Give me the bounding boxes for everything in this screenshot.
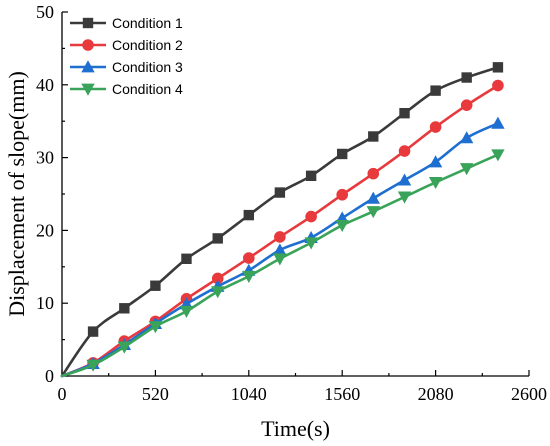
legend-item-4: Condition 4 xyxy=(70,81,183,97)
series-2 xyxy=(60,79,504,378)
data-point xyxy=(336,188,349,201)
y-tick-label: 40 xyxy=(36,75,54,95)
x-tick-label: 1040 xyxy=(231,384,267,404)
data-point xyxy=(211,272,224,285)
legend: Condition 1 Condition 2 Condition 3 Conditi… xyxy=(70,15,183,97)
x-ticks: 0 520 1040 1560 2080 2600 xyxy=(58,370,547,404)
y-tick-label: 30 xyxy=(36,148,54,168)
data-point xyxy=(273,253,287,266)
x-tick-label: 520 xyxy=(142,384,169,404)
data-point xyxy=(337,148,348,160)
data-point xyxy=(211,286,225,299)
y-axis-title: Displacement of slope(mm) xyxy=(4,71,29,317)
series-1 xyxy=(60,62,504,378)
data-point xyxy=(366,191,380,204)
x-tick-label: 1560 xyxy=(324,384,360,404)
data-point xyxy=(87,326,99,337)
x-tick-label: 0 xyxy=(58,384,67,404)
data-point xyxy=(428,176,443,190)
data-point xyxy=(181,253,192,264)
data-point xyxy=(148,321,163,334)
data-point xyxy=(119,303,130,314)
legend-swatch-marker xyxy=(81,83,95,96)
series-4 xyxy=(60,149,505,378)
data-point xyxy=(335,219,349,233)
data-point xyxy=(242,270,256,283)
y-tick-label: 10 xyxy=(36,293,54,313)
legend-label: Condition 2 xyxy=(112,37,183,53)
data-point xyxy=(397,191,412,204)
legend-swatch-marker xyxy=(82,39,94,51)
legend-swatch-marker xyxy=(81,60,95,73)
legend-label: Condition 1 xyxy=(112,15,183,31)
legend-label: Condition 4 xyxy=(112,81,183,97)
data-point xyxy=(397,173,412,186)
legend-item-1: Condition 1 xyxy=(70,15,183,31)
data-point xyxy=(305,210,317,223)
data-point xyxy=(459,131,474,144)
data-point xyxy=(117,341,132,354)
data-point xyxy=(461,72,472,83)
data-point xyxy=(491,116,505,129)
data-point xyxy=(429,121,442,133)
series-group xyxy=(60,62,505,378)
data-point xyxy=(368,131,379,142)
data-point xyxy=(492,79,504,92)
data-point xyxy=(212,233,223,244)
data-point xyxy=(86,359,100,372)
legend-item-3: Condition 3 xyxy=(70,59,183,75)
data-point xyxy=(460,99,473,111)
data-point xyxy=(399,107,410,119)
data-point xyxy=(398,145,411,157)
y-ticks: 0 10 20 30 40 50 xyxy=(36,2,68,386)
data-point xyxy=(366,206,380,219)
data-point xyxy=(459,163,474,176)
data-point xyxy=(274,231,286,243)
y-tick-label: 0 xyxy=(45,366,54,386)
y-tick-label: 20 xyxy=(36,220,54,240)
data-point xyxy=(430,85,441,96)
legend-label: Condition 3 xyxy=(112,59,183,75)
data-point xyxy=(305,170,317,181)
series-line xyxy=(60,66,500,378)
data-point xyxy=(179,305,194,318)
data-point xyxy=(243,209,254,221)
data-point xyxy=(491,149,505,162)
data-point xyxy=(243,252,255,264)
legend-item-2: Condition 2 xyxy=(70,37,183,53)
data-point xyxy=(492,62,504,73)
y-tick-label: 50 xyxy=(36,2,54,22)
x-tick-label: 2600 xyxy=(511,384,547,404)
data-point xyxy=(150,280,161,291)
data-point xyxy=(273,243,287,256)
x-axis-title: Time(s) xyxy=(261,416,330,441)
data-point xyxy=(428,155,443,168)
data-point xyxy=(304,237,318,250)
data-point xyxy=(274,187,286,198)
x-tick-label: 2080 xyxy=(418,384,454,404)
data-point xyxy=(367,167,380,180)
legend-swatch-marker xyxy=(82,17,94,29)
